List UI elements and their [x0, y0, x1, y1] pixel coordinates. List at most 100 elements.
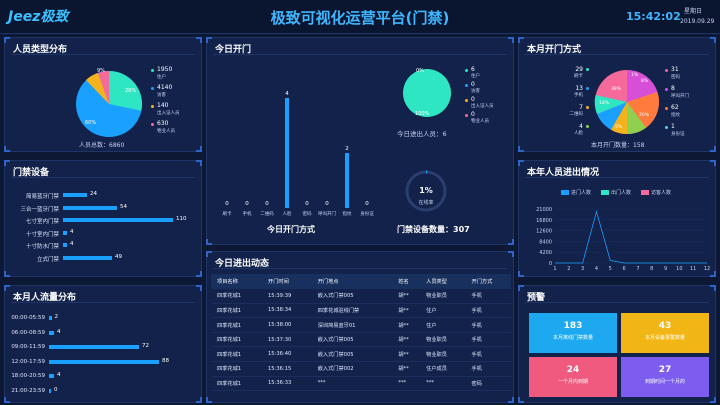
bar-label: 简易蓝牙门禁	[25, 194, 59, 200]
table-row[interactable]: 四季花城1 15:36:33 *** *** *** 密码	[211, 376, 511, 392]
table-cell: 嵌入式门禁005	[311, 346, 393, 363]
weekday: 星期日	[684, 8, 703, 15]
legend-item: 0 访客	[465, 81, 513, 96]
column-header: 开门时间	[262, 274, 312, 289]
panel-title: 今日开门	[215, 45, 252, 55]
legend-item: 62 指纹	[665, 104, 713, 123]
month-right-legend: 31 密码 8 呼叫开门 62 指纹 1 身份证	[665, 66, 713, 142]
alert-expiring-month[interactable]: 24 一个月内到期	[529, 357, 617, 397]
today-people-count: 今日进出人员：6	[397, 130, 447, 138]
method-bar	[285, 98, 289, 208]
table-cell: 胡**	[392, 303, 421, 319]
legend-item: 1950 住户	[151, 66, 201, 84]
x-tick-label: 11	[690, 266, 696, 271]
x-tick-label: 8	[650, 266, 653, 271]
legend-dot	[465, 114, 468, 117]
bar-row: 立式门禁 49	[5, 254, 203, 267]
bar	[63, 205, 117, 210]
alert-device-alarms[interactable]: 43 本月设备报警数量	[621, 313, 709, 353]
page-title: 极致可视化运营平台(门禁)	[270, 9, 450, 27]
table-row[interactable]: 四季花城1 15:38:34 四季花城驻线门禁 胡** 住户 手机	[211, 303, 511, 319]
method-label: 身份证	[360, 210, 374, 216]
table-cell: 15:38:34	[262, 303, 312, 319]
legend-item: 630 物业人员	[151, 120, 201, 138]
today-methods-bar-chart: 0 刷卡 0 手机 0 二维码 4 人脸 0 密码 0 呼叫开门 2 指纹 0 身份证	[223, 91, 375, 216]
bar	[63, 218, 173, 222]
legend-dot	[586, 125, 589, 128]
x-tick-label: 7	[636, 266, 639, 271]
legend-item: 8 呼叫开门	[665, 85, 713, 104]
online-rate-label: 在线率	[418, 200, 434, 206]
table-row[interactable]: 四季花城1 15:36:40 嵌入式门禁005 胡** 物业职员 手机	[211, 346, 511, 363]
records-table: 项目名称 开门时间 开门地点 姓名 人员类型 开门方式 四季花城1 15:39:39 嵌入式门…	[211, 274, 511, 392]
table-cell: 四季花城1	[211, 288, 262, 304]
today-pie-legend: 6 住户 0 访客 0 出入证人员 0 物业人员	[465, 66, 513, 126]
x-tick-label: 1	[553, 266, 556, 271]
table-cell: 手机	[465, 361, 511, 377]
personnel-total: 人员总数：6860	[79, 142, 125, 149]
bar-value: 4	[57, 372, 61, 378]
legend-dot	[586, 87, 589, 90]
table-row[interactable]: 四季花城1 15:38:00 深圳简易蓝牙01 胡** 住户 手机	[211, 317, 511, 333]
bar	[49, 330, 54, 335]
legend-item: 4 人脸	[574, 123, 583, 136]
table-cell: 四季花城1	[211, 346, 262, 363]
table-cell: 手机	[465, 303, 511, 319]
panel-title: 本月人流量分布	[13, 293, 77, 303]
column-header: 开门方式	[465, 274, 511, 289]
y-tick-label: 16800	[536, 218, 552, 224]
legend-swatch	[561, 190, 569, 195]
date: 2019.09.29	[680, 18, 715, 25]
bar-row: 七寸室内门禁 110	[5, 216, 203, 229]
legend-item: 0 物业人员	[465, 111, 513, 126]
method-label: 呼叫开门	[318, 210, 336, 216]
method-value: 0	[325, 201, 329, 207]
table-cell: 胡**	[392, 346, 421, 363]
table-cell: 手机	[465, 317, 511, 333]
table-row[interactable]: 四季花城1 15:39:39 嵌入式门禁005 胡** 物业职员 手机	[211, 288, 511, 304]
legend-item: 7 二维码	[569, 104, 584, 117]
legend-dot	[151, 105, 154, 108]
table-cell: 嵌入式门禁005	[311, 288, 393, 304]
hourly-flow-panel: 本月人流量分布 00:00-05:59 2 06:00-08:59 4 09:00-11…	[4, 285, 202, 403]
y-tick-label: 4200	[539, 250, 552, 256]
legend-dot	[465, 84, 468, 87]
legend-dot	[151, 87, 154, 90]
method-label: 二维码	[260, 210, 274, 216]
method-label: 密码	[303, 210, 312, 216]
method-label: 手机	[243, 210, 252, 216]
x-tick-label: 12	[704, 266, 710, 271]
table-row[interactable]: 四季花城1 15:37:30 嵌入式门禁005 胡** 物业职员 手机	[211, 332, 511, 348]
alert-offline-devices[interactable]: 183 本月离线门禁数量	[529, 313, 617, 353]
legend-dot	[665, 69, 668, 72]
bar-label: 十寸防水门禁	[25, 244, 59, 250]
y-tick-label: 21000	[536, 207, 552, 213]
slice-label: 9%	[97, 68, 105, 74]
bar-label: 立式门禁	[36, 256, 59, 263]
table-row[interactable]: 四季花城1 15:36:15 嵌入式门禁002 胡** 住户成员 手机	[211, 361, 511, 377]
alerts-panel: 预警 183 本月离线门禁数量 43 本月设备报警数量 24 一个月内到期 27…	[518, 285, 716, 403]
bar-row: 12:00-17:59 88	[5, 358, 203, 373]
bar	[63, 243, 67, 247]
y-tick-label: 12600	[536, 229, 552, 235]
table-cell: ***	[311, 376, 393, 392]
legend-item: 6 住户	[465, 66, 513, 81]
method-value: 0	[305, 201, 309, 207]
bar-row: 21:00-23:59 0	[5, 387, 203, 402]
legend-item: 140 出入证人员	[151, 102, 201, 120]
x-tick-label: 6	[622, 266, 625, 271]
bar-label: 06:00-08:59	[11, 329, 45, 336]
alert-expired-month[interactable]: 27 到期时间一个月的	[621, 357, 709, 397]
brand-logo: Jeez极致	[8, 9, 69, 25]
column-header: 开门地点	[311, 274, 393, 289]
year-flow-panel: 本年人员进出情况 进门人数 出门人数 访客人数 21000 16800 12600 8…	[518, 160, 716, 277]
bar-row: 三合一蓝牙门禁 54	[5, 204, 203, 217]
legend-item: 29 刷卡	[574, 66, 583, 79]
table-cell: 胡**	[392, 332, 421, 348]
header-bar: Jeez极致 极致可视化运营平台(门禁) 15:42:02 星期日 2019.0…	[0, 0, 720, 34]
method-value: 4	[285, 91, 289, 97]
panel-title: 门禁设备	[13, 168, 50, 178]
legend-item: 1 身份证	[665, 123, 713, 142]
table-cell: 手机	[465, 346, 511, 363]
method-value: 0	[245, 201, 249, 207]
